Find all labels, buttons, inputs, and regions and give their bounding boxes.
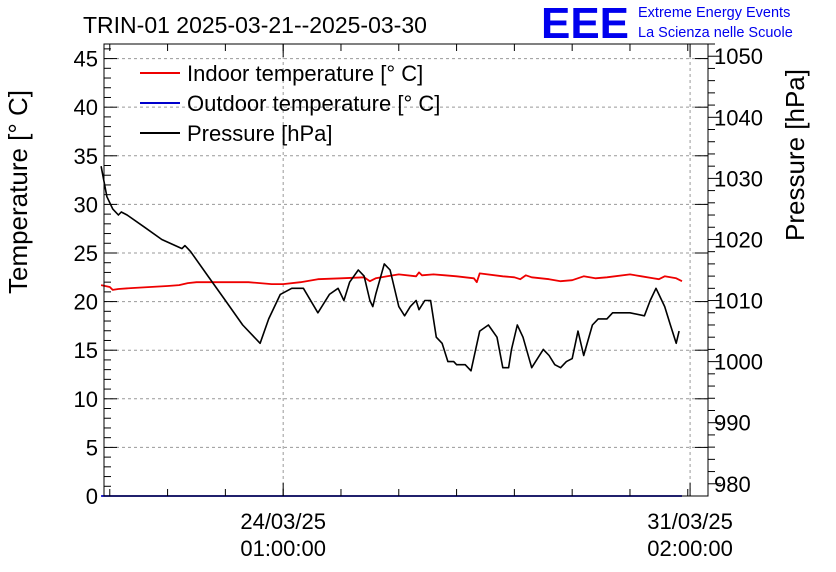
axes-group: 0 5 10 15 20 25 30 35 40 45 980 990 1000 1010 1020 1030… [74,43,763,561]
y2-axis-label: Pressure [hPa] [780,69,810,241]
eee-logo: EEE [541,2,629,42]
brand-line-1: Extreme Energy Events [638,5,791,21]
y-tick-label-6: 30 [74,192,98,217]
y2-tick-label-5: 1030 [714,166,763,191]
brand-line-2: La Scienza nelle Scuole [638,25,793,41]
y-tick-label-7: 35 [74,144,98,169]
y-tick-label-2: 10 [74,387,98,412]
y-tick-label-9: 45 [74,47,98,72]
legend: Indoor temperature [° C] Outdoor temperat… [140,61,440,146]
y2-tick-label-0: 980 [714,472,751,497]
y-tick-label-8: 40 [74,95,98,120]
eee-logo-text: EEE [541,2,629,42]
plot-frame [103,43,709,497]
x-tick-time-1: 02:00:00 [647,536,733,561]
legend-label-1: Outdoor temperature [° C] [187,91,440,116]
chart-title: TRIN-01 2025-03-21--2025-03-30 [83,12,427,38]
y2-tick-label-7: 1050 [714,44,763,69]
x-tick-time-0: 01:00:00 [240,536,326,561]
y-tick-label-1: 5 [86,435,98,460]
y-tick-label-4: 20 [74,290,98,315]
y-tick-label-0: 0 [86,484,98,509]
series-line-2 [100,166,680,372]
y-tick-label-3: 15 [74,338,98,363]
y2-tick-label-6: 1040 [714,105,763,130]
x-tick-date-0: 24/03/25 [240,509,326,534]
y2-tick-label-3: 1010 [714,289,763,314]
series-group [100,166,683,497]
y2-tick-label-2: 1000 [714,350,763,375]
legend-label-0: Indoor temperature [° C] [187,61,423,86]
y2-tick-label-4: 1020 [714,227,763,252]
y-axis-label: Temperature [° C] [3,90,33,294]
series-line-0 [100,271,683,291]
x-tick-date-1: 31/03/25 [647,509,733,534]
brand-text: Extreme Energy Events La Scienza nelle S… [638,3,793,43]
y2-tick-label-1: 990 [714,411,751,436]
legend-label-2: Pressure [hPa] [187,121,333,146]
y-tick-label-5: 25 [74,241,98,266]
